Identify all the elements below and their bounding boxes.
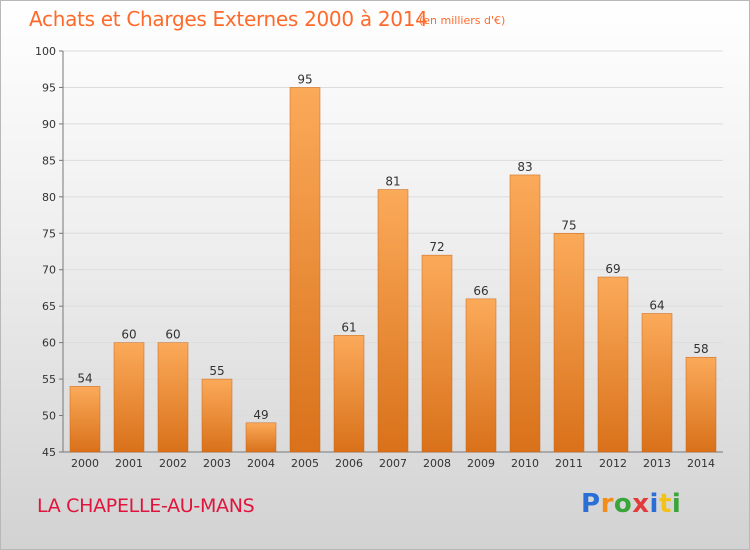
value-label-2004: 49 [253, 408, 268, 422]
value-label-2012: 69 [605, 262, 620, 276]
value-label-2001: 60 [121, 328, 136, 342]
bar-2003 [201, 378, 233, 453]
value-label-2003: 55 [209, 364, 224, 378]
x-tick-label-2000: 2000 [71, 457, 99, 470]
bar-2005 [289, 87, 321, 453]
value-label-2010: 83 [517, 160, 532, 174]
bar-2014 [685, 356, 717, 453]
y-tick-label: 55 [42, 373, 56, 386]
value-label-2007: 81 [385, 175, 400, 189]
x-tick-label-2011: 2011 [555, 457, 583, 470]
bar-2002 [157, 342, 189, 453]
y-tick-label: 80 [42, 191, 56, 204]
x-tick-label-2012: 2012 [599, 457, 627, 470]
x-tick-label-2004: 2004 [247, 457, 275, 470]
y-tick-label: 100 [35, 45, 56, 58]
bar-2011 [553, 233, 585, 453]
value-label-2008: 72 [429, 240, 444, 254]
bars [69, 87, 717, 453]
value-label-2000: 54 [77, 371, 92, 385]
bar-2009 [465, 298, 497, 453]
value-label-2014: 58 [693, 342, 708, 356]
bar-2010 [509, 174, 541, 453]
x-tick-label-2009: 2009 [467, 457, 495, 470]
y-tick-label: 60 [42, 337, 56, 350]
value-label-2009: 66 [473, 284, 488, 298]
bar-2001 [113, 342, 145, 453]
x-tick-label-2010: 2010 [511, 457, 539, 470]
labels: 54 2000 60 2001 60 2002 55 2003 49 2004 95 2005 61 20… [71, 72, 715, 470]
y-tick-label: 90 [42, 118, 56, 131]
bar-2000 [69, 386, 101, 453]
bar-2007 [377, 189, 409, 453]
bar-2004 [245, 422, 277, 453]
y-tick-label: 70 [42, 264, 56, 277]
x-tick-label-2008: 2008 [423, 457, 451, 470]
x-tick-label-2006: 2006 [335, 457, 363, 470]
chart-subtitle: (en milliers d'€) [419, 14, 506, 27]
x-tick-label-2001: 2001 [115, 457, 143, 470]
y-tick-label: 95 [42, 81, 56, 94]
chart-title: Achats et Charges Externes 2000 à 2014 [29, 7, 428, 31]
place-name: LA CHAPELLE-AU-MANS [37, 495, 255, 517]
y-tick-label: 65 [42, 300, 56, 313]
bar-2012 [597, 276, 629, 453]
x-tick-label-2014: 2014 [687, 457, 715, 470]
y-tick-label: 50 [42, 410, 56, 423]
x-tick-label-2005: 2005 [291, 457, 319, 470]
value-label-2011: 75 [561, 218, 576, 232]
y-tick-label: 45 [42, 446, 56, 459]
bar-2006 [333, 335, 365, 453]
value-label-2002: 60 [165, 328, 180, 342]
x-tick-label-2003: 2003 [203, 457, 231, 470]
y-tick-label: 75 [42, 227, 56, 240]
y-tick-label: 85 [42, 154, 56, 167]
value-label-2013: 64 [649, 298, 664, 312]
x-tick-label-2007: 2007 [379, 457, 407, 470]
value-label-2006: 61 [341, 320, 356, 334]
bar-2008 [421, 254, 453, 453]
value-label-2005: 95 [297, 72, 312, 86]
x-tick-label-2002: 2002 [159, 457, 187, 470]
bar-2013 [641, 313, 673, 453]
x-tick-label-2013: 2013 [643, 457, 671, 470]
proxiti-logo: Proxiti [581, 489, 682, 519]
